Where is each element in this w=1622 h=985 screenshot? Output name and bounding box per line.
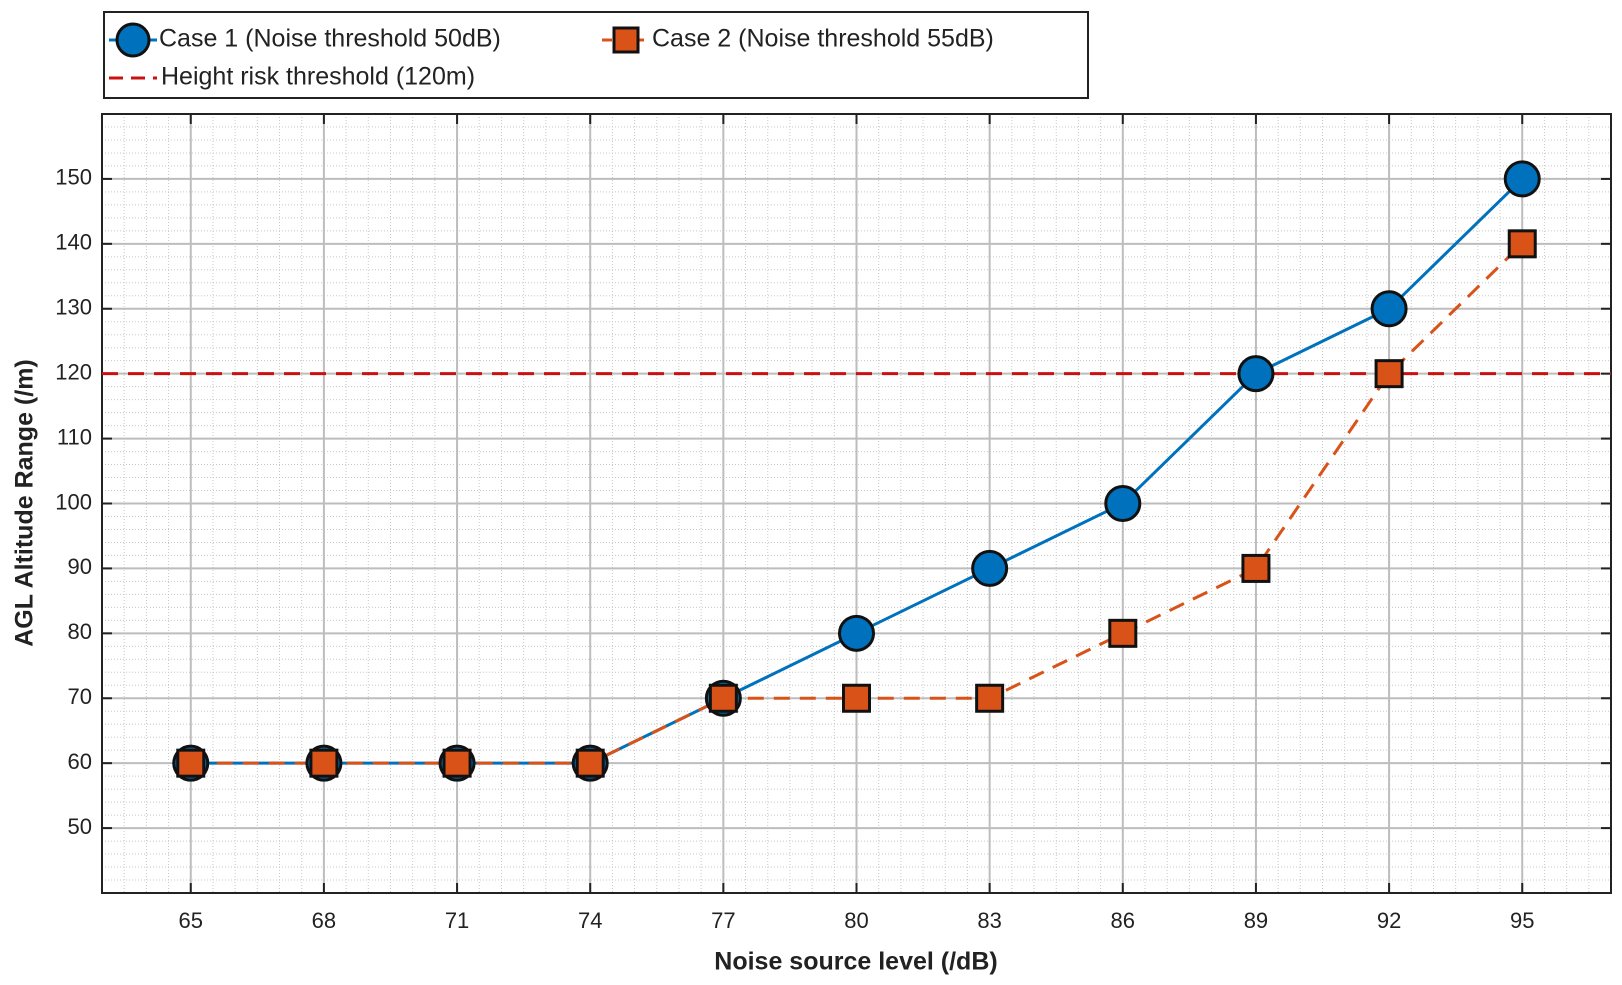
data-point — [1108, 618, 1138, 648]
legend-label: Case 2 (Noise threshold 55dB) — [652, 25, 994, 53]
y-tick-label: 70 — [68, 684, 92, 709]
x-tick-label: 86 — [1111, 908, 1135, 933]
plot-frame — [101, 113, 1612, 894]
legend-label: Case 1 (Noise threshold 50dB) — [159, 25, 501, 53]
data-point — [176, 748, 206, 778]
data-point — [708, 683, 738, 713]
x-tick-label: 95 — [1510, 908, 1534, 933]
data-point — [971, 549, 1009, 587]
x-tick-label: 92 — [1377, 908, 1401, 933]
data-point — [975, 683, 1005, 713]
data-point — [309, 748, 339, 778]
x-tick-label: 68 — [312, 908, 336, 933]
data-point — [1503, 160, 1541, 198]
data-point — [575, 748, 605, 778]
data-point — [838, 614, 875, 652]
y-tick-label: 130 — [55, 295, 92, 320]
x-tick-label: 83 — [977, 908, 1001, 933]
y-tick-label: 120 — [55, 359, 92, 384]
y-tick-label: 80 — [68, 619, 92, 644]
data-point — [1241, 553, 1271, 583]
data-point — [442, 748, 472, 778]
y-tick-label: 50 — [68, 814, 92, 839]
legend-marker — [115, 22, 151, 58]
data-point — [1104, 485, 1142, 522]
y-tick-label: 110 — [57, 424, 92, 449]
data-point — [1374, 359, 1404, 389]
x-tick-label: 77 — [711, 908, 735, 933]
y-tick-label: 60 — [68, 749, 92, 774]
y-axis-title: AGL Altitude Range (/m) — [11, 359, 39, 647]
x-tick-label: 74 — [578, 908, 602, 933]
y-tick-label: 140 — [55, 230, 92, 255]
data-point — [1370, 290, 1408, 328]
y-tick-label: 150 — [55, 165, 92, 190]
legend-box — [103, 11, 1089, 99]
legend-label: Height risk threshold (120m) — [161, 63, 475, 91]
data-point — [842, 683, 871, 713]
y-tick-label: 90 — [68, 554, 92, 579]
legend-marker — [612, 26, 640, 54]
x-tick-label: 89 — [1244, 908, 1268, 933]
x-tick-label: 71 — [445, 908, 469, 933]
x-axis-title: Noise source level (/dB) — [714, 948, 997, 976]
x-tick-label: 65 — [179, 908, 203, 933]
y-tick-label: 100 — [55, 489, 92, 514]
data-point — [1507, 229, 1537, 259]
data-point — [1237, 355, 1275, 393]
x-tick-label: 80 — [844, 908, 868, 933]
